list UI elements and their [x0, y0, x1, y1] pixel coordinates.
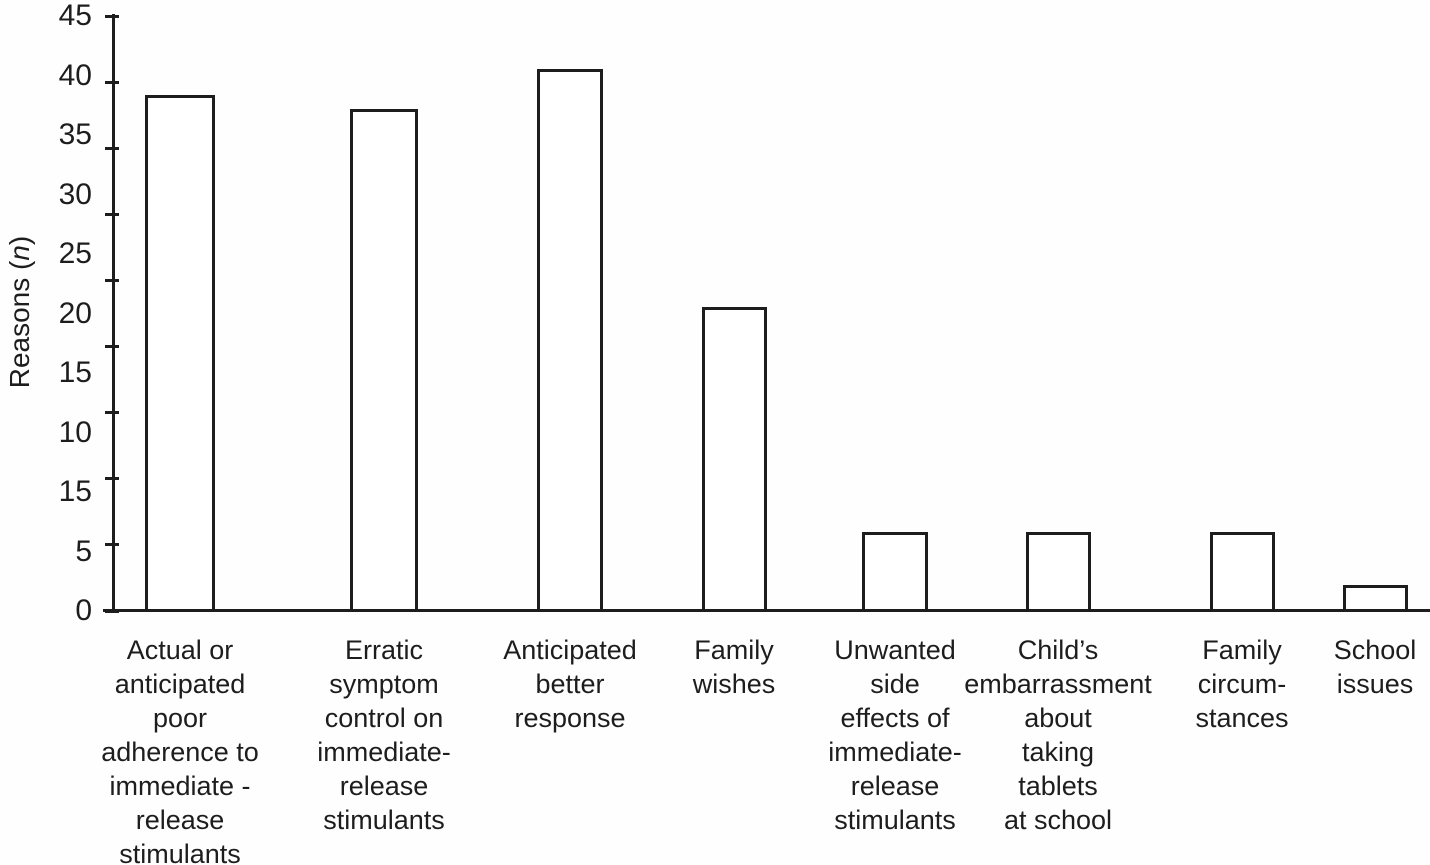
y-tick — [105, 543, 119, 547]
category-label: Erratic symptom control on immediate-releas… — [269, 633, 499, 837]
bar — [350, 108, 418, 612]
y-tick-label: 25 — [58, 237, 92, 270]
category-label-line: poor — [152, 703, 208, 733]
category-label-line: Erratic — [344, 635, 423, 665]
category-label-line: anticipated — [114, 669, 246, 699]
category-label-line: effects of — [840, 703, 950, 733]
category-label: Actual or anticipated poor adherence to imme… — [65, 633, 295, 865]
category-label-line: Anticipated — [503, 635, 637, 665]
category-label: Child’s embarrassment about taking tablets at… — [943, 633, 1173, 837]
category-label: School issues — [1260, 633, 1430, 701]
category-label-line: stances — [1195, 703, 1289, 733]
category-label-line: School — [1333, 635, 1417, 665]
y-tick-label: 45 — [58, 0, 92, 32]
category-label-line: response — [514, 703, 626, 733]
category-label-line: immediate- — [828, 737, 962, 767]
y-tick-label: 15 — [58, 475, 92, 508]
y-tick-label: 0 — [75, 594, 92, 627]
category-label-line: wishes — [692, 669, 776, 699]
category-label-line: Actual or — [126, 635, 234, 665]
category-label: Unwanted side effects of immediate-release s… — [780, 633, 1010, 837]
x-axis-line — [103, 609, 1430, 612]
bar — [1342, 584, 1408, 612]
y-tick — [105, 212, 119, 216]
category-label-line: Family — [694, 635, 774, 665]
category-label-line: control on — [324, 703, 444, 733]
category-label-line: stimulants — [834, 805, 956, 835]
category-label-line: at school — [1003, 805, 1113, 835]
category-label-line: symptom — [329, 669, 439, 699]
y-tick-label: 35 — [58, 118, 92, 151]
category-label-line: release — [339, 771, 429, 801]
category-label-line: better — [535, 669, 605, 699]
y-tick-label: 5 — [75, 534, 92, 568]
category-label-line: issues — [1336, 669, 1414, 699]
bar — [145, 95, 215, 612]
category-label: Family wishes — [619, 633, 849, 701]
category-label-line: Child’s — [1017, 635, 1099, 665]
bar — [1025, 531, 1091, 612]
category-label-line: Family — [1202, 635, 1282, 665]
y-tick-label: 30 — [58, 177, 92, 211]
category-label-line: embarrassment — [964, 669, 1152, 699]
y-tick — [105, 411, 119, 415]
y-tick-label: 20 — [58, 296, 92, 330]
category-label-line: Unwanted — [834, 635, 956, 665]
y-tick — [105, 14, 119, 18]
bar — [537, 68, 603, 612]
bar — [701, 306, 767, 612]
y-tick — [105, 609, 119, 613]
category-label-line: adherence to — [101, 737, 259, 767]
category-label: Family circum-stances — [1127, 633, 1357, 735]
y-tick — [105, 345, 119, 349]
category-label-line: immediate- — [317, 737, 451, 767]
y-tick-label: 15 — [58, 356, 92, 389]
y-tick — [105, 146, 119, 150]
y-tick-label: 10 — [58, 415, 92, 449]
bar — [862, 531, 928, 612]
y-tick — [105, 80, 119, 84]
y-tick — [105, 278, 119, 282]
category-label-line: release — [850, 771, 940, 801]
category-label-line: immediate - — [109, 771, 251, 801]
category-label-line: tablets — [1018, 771, 1098, 801]
category-label: Anticipated better response — [455, 633, 685, 735]
category-label-line: circum- — [1197, 669, 1287, 699]
y-axis-line — [112, 14, 115, 612]
y-tick — [105, 477, 119, 481]
category-label-line: taking — [1021, 737, 1095, 767]
category-label-line: release — [135, 805, 225, 835]
category-label-line: stimulants — [323, 805, 445, 835]
category-label-line: side — [870, 669, 920, 699]
category-label-line: stimulants — [119, 839, 241, 865]
bar — [1209, 531, 1275, 612]
y-tick-label: 40 — [58, 58, 92, 92]
category-label-line: about — [1024, 703, 1092, 733]
